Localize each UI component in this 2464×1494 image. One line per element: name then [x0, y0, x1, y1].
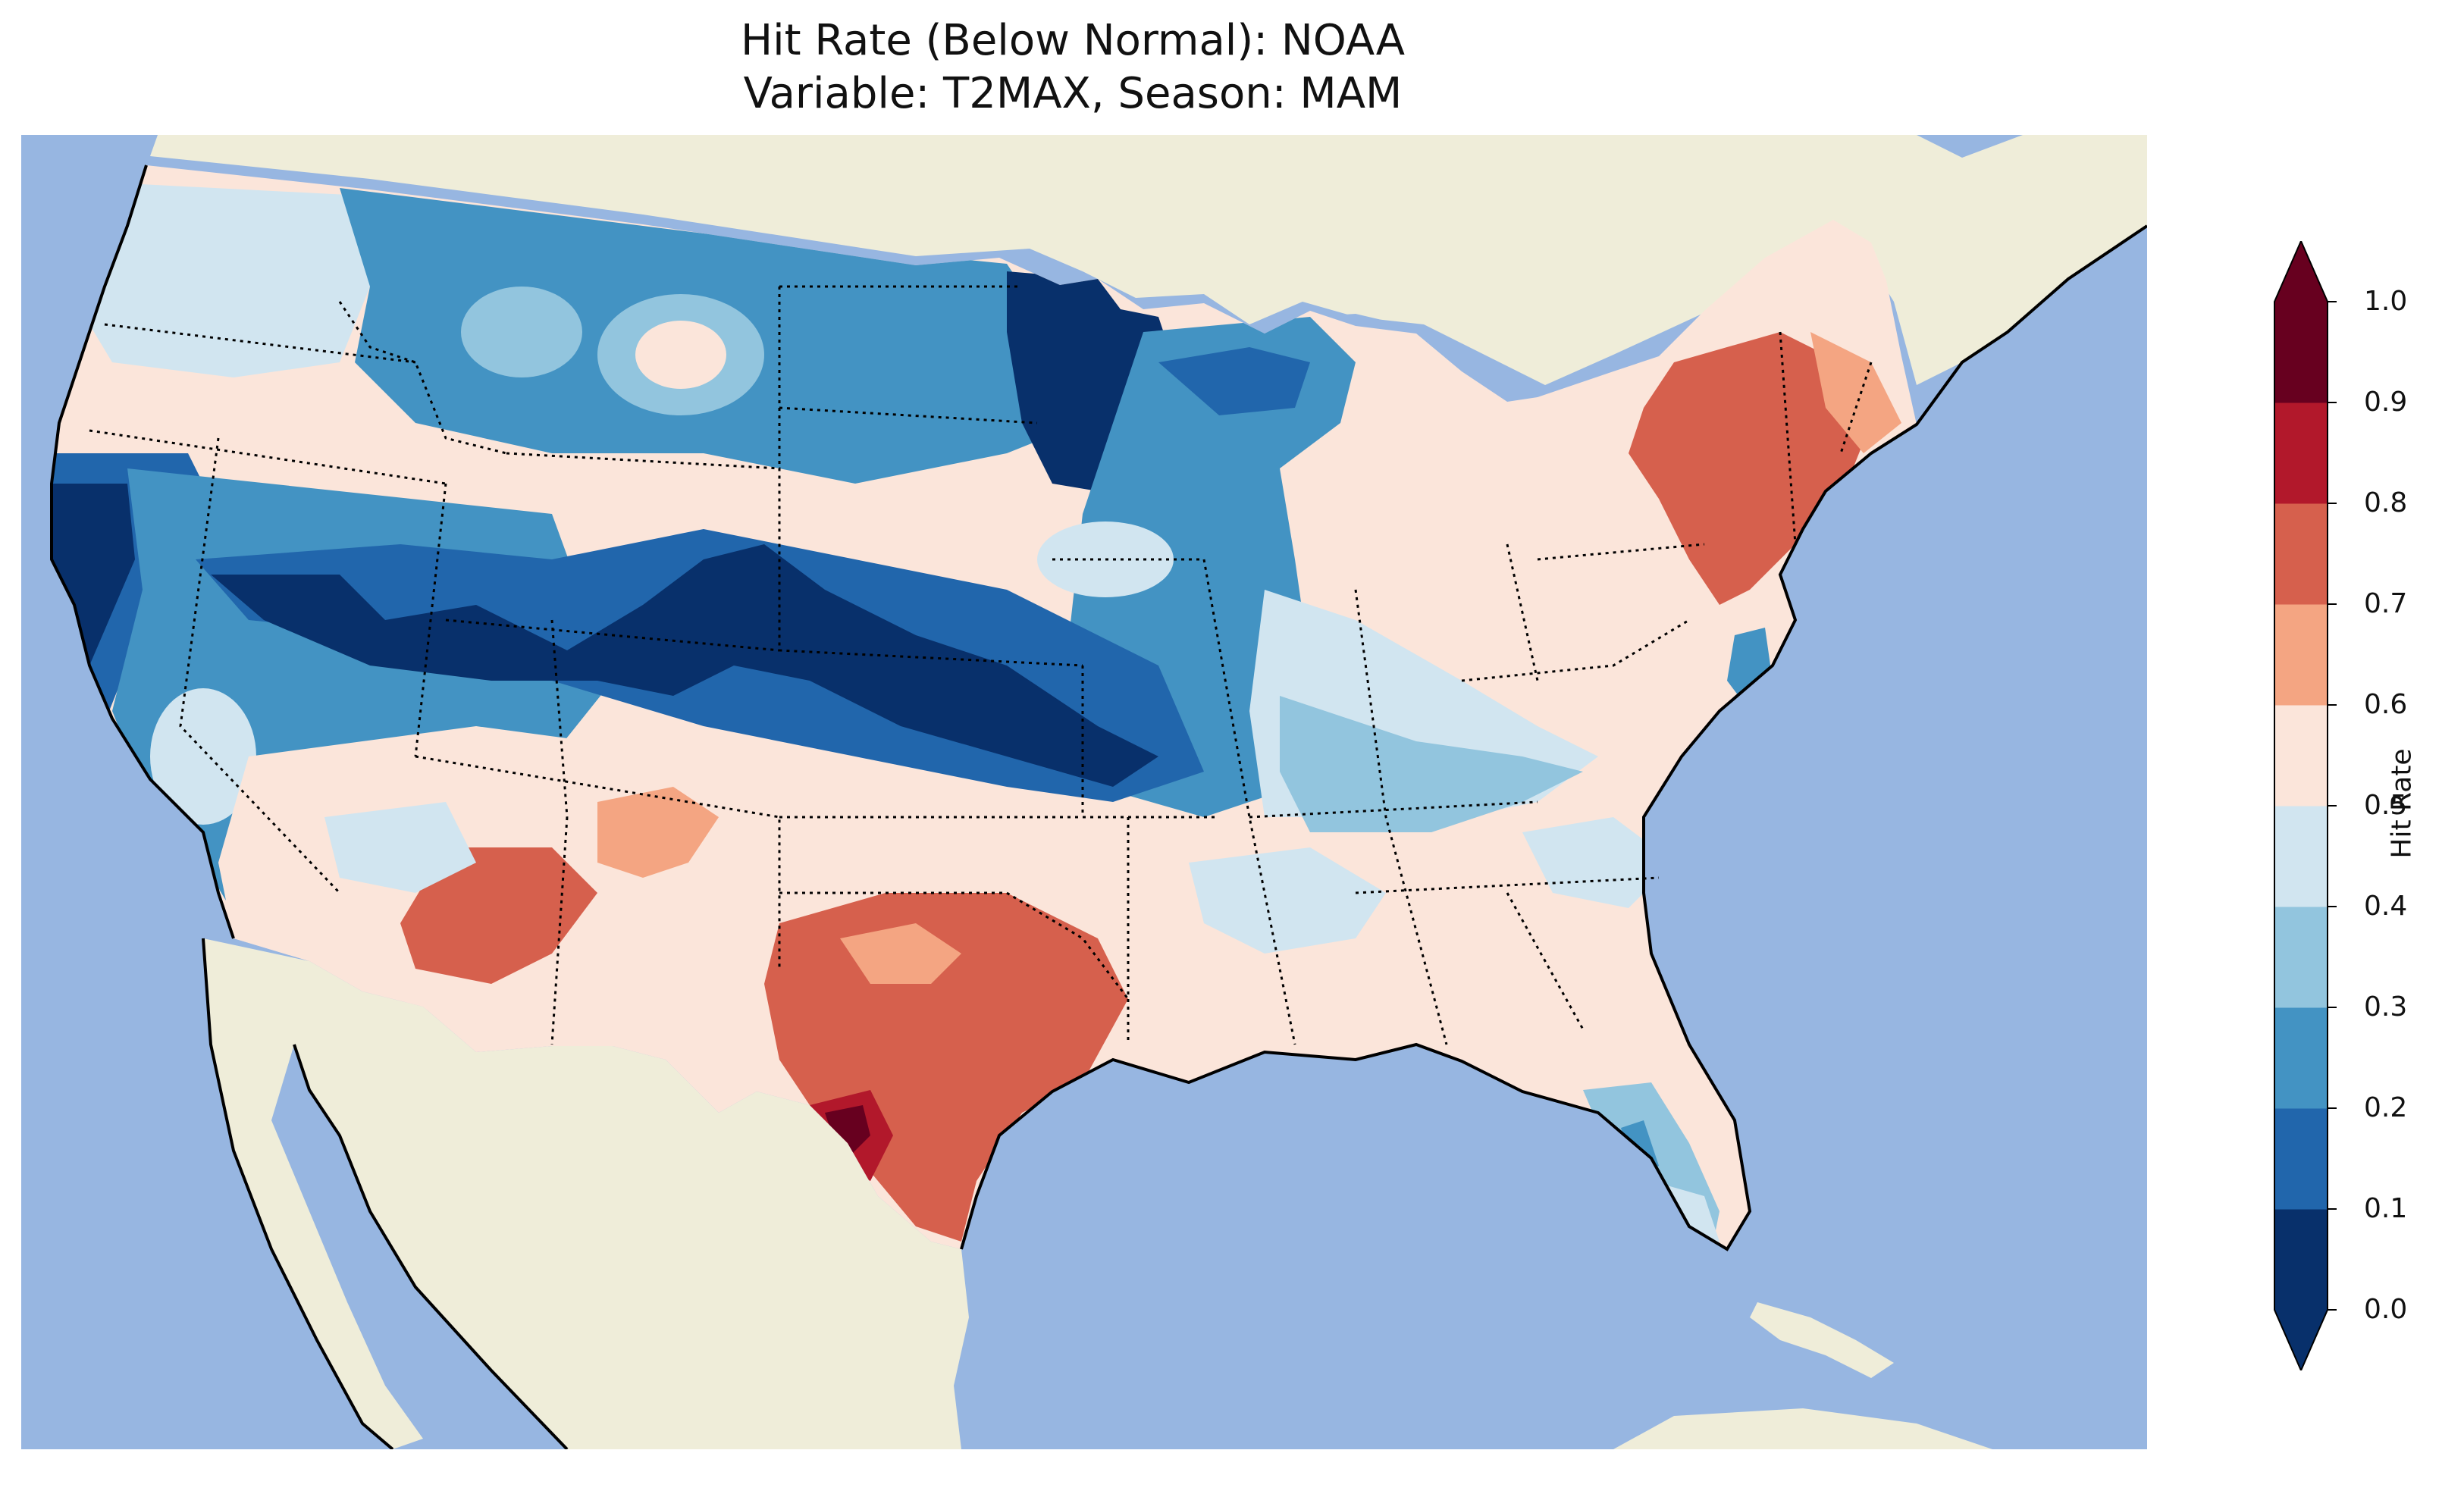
map-panel: [21, 135, 2147, 1449]
region-idaho-light: [461, 287, 582, 377]
region-south-texas: [825, 1105, 870, 1158]
region-arizona-new-mexico: [400, 847, 597, 984]
colorbar: [2274, 241, 2337, 1370]
region-texas: [764, 893, 1128, 1242]
colorbar-tick-label: 0.4: [2364, 891, 2408, 922]
mexico-south-land: [1613, 1408, 1992, 1449]
us-coastline: [50, 164, 2147, 1251]
colorbar-segment: [2274, 1108, 2328, 1210]
region-nevada-light: [150, 688, 256, 825]
canada-land: [150, 135, 2147, 385]
region-carolinas-light: [1522, 817, 1674, 908]
colorbar-tick-label: 0.9: [2364, 387, 2408, 418]
colorbar-segment: [2274, 907, 2328, 1008]
region-southeast-light: [1189, 847, 1386, 954]
colorbar-segment: [2274, 402, 2328, 504]
region-texas-peach: [840, 923, 961, 984]
colorbar-tick-label: 0.8: [2364, 487, 2408, 518]
region-new-mexico-peach: [597, 787, 719, 878]
colorbar-tick-label: 1.0: [2364, 286, 2408, 317]
region-wisconsin-dark: [1158, 347, 1310, 415]
map-title-line1: Hit Rate (Below Normal): NOAA: [740, 16, 1406, 65]
cuba-island: [1750, 1302, 1894, 1378]
colorbar-tick-label: 0.5: [2364, 790, 2408, 821]
colorbar-segment: [2274, 1209, 2328, 1311]
region-new-york-new-england: [1629, 332, 1871, 605]
state-borders: [89, 285, 1873, 1045]
colorbar-segment: [2274, 1007, 2328, 1109]
region-new-england-peach: [1810, 332, 1901, 453]
colorbar-tick-label: 0.3: [2364, 991, 2408, 1023]
baja-coastline: [202, 938, 569, 1449]
colorbar-segment: [2274, 604, 2328, 706]
colorbar-tick-label: 0.1: [2364, 1193, 2408, 1224]
region-ohio-valley-mid: [1280, 696, 1583, 832]
colorbar-tick-label: 0.2: [2364, 1092, 2408, 1123]
region-central-rockies-dark: [211, 544, 1158, 787]
colorbar-tick-label: 0.0: [2364, 1294, 2408, 1325]
colorbar-extend-min: [2274, 1310, 2328, 1370]
region-montana-pale: [635, 321, 726, 389]
colorbar-segment: [2274, 806, 2328, 907]
colorbar-tick-label: 0.7: [2364, 588, 2408, 619]
mexico-land: [203, 938, 969, 1449]
colorbar-segment: [2274, 302, 2328, 403]
colorbar-segment: [2274, 705, 2328, 807]
region-colorado-plateau-light: [324, 802, 476, 893]
map-title-line2: Variable: T2MAX, Season: MAM: [743, 69, 1403, 118]
colorbar-extend-max: [2274, 241, 2328, 302]
colorbar-tick-label: 0.6: [2364, 689, 2408, 720]
colorbar-segment: [2274, 503, 2328, 605]
